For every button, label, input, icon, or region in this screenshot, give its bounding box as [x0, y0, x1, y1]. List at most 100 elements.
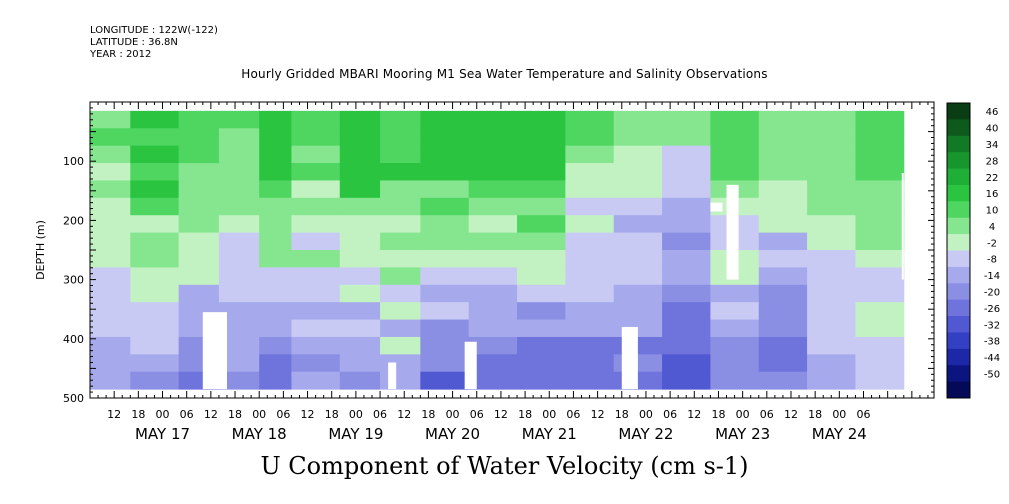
data-cell: [565, 128, 615, 147]
data-cell: [90, 180, 131, 199]
data-cell: [380, 284, 421, 303]
data-cell: [807, 110, 856, 129]
data-cell: [259, 180, 292, 199]
data-cell: [130, 267, 180, 286]
data-cell: [420, 336, 470, 355]
data-cell: [565, 354, 615, 373]
chart-title: Hourly Gridded MBARI Mooring M1 Sea Wate…: [241, 67, 768, 81]
colorbar-label: -2: [987, 238, 997, 249]
data-cell: [90, 354, 131, 373]
data-cell: [420, 145, 470, 164]
data-cell: [218, 267, 260, 286]
data-cell: [178, 197, 220, 216]
data-cell: [710, 336, 760, 355]
data-cell: [291, 180, 341, 199]
data-cell: [291, 302, 341, 321]
colorbar-swatch: [947, 184, 970, 202]
data-cell: [218, 336, 260, 355]
data-cell: [90, 302, 131, 321]
data-cell: [613, 302, 663, 321]
data-cell: [380, 163, 421, 181]
data-cell: [807, 371, 856, 390]
colorbar-swatch: [947, 283, 970, 301]
data-cell: [90, 250, 131, 268]
data-cell: [218, 163, 260, 181]
data-cell: [710, 319, 760, 338]
colorbar-label: -20: [984, 287, 1000, 298]
data-cell: [339, 336, 381, 355]
missing-data: [202, 312, 227, 390]
data-cell: [291, 232, 341, 251]
y-tick-label: 300: [63, 274, 84, 287]
data-cell: [420, 197, 470, 216]
data-cell: [259, 128, 292, 147]
data-cell: [710, 284, 760, 303]
data-cell: [517, 163, 566, 181]
data-cell: [710, 110, 760, 129]
data-cell: [130, 250, 180, 268]
data-cell: [380, 302, 421, 321]
data-column: [90, 110, 131, 390]
colorbar-label: -14: [984, 271, 1000, 282]
data-cell: [565, 145, 615, 164]
latitude-label: LATITUDE : 36.8N: [90, 37, 178, 48]
data-cell: [710, 145, 760, 164]
date-label: MAY 19: [328, 425, 383, 443]
colorbar-label: 4: [989, 222, 995, 233]
data-cell: [130, 302, 180, 321]
data-cell: [468, 354, 518, 373]
data-cell: [259, 145, 292, 164]
data-cell: [855, 319, 905, 338]
data-cell: [517, 284, 566, 303]
data-column: [807, 110, 856, 390]
data-cell: [420, 319, 470, 338]
colorbar-swatch: [947, 217, 970, 235]
data-cell: [291, 267, 341, 286]
data-cell: [468, 232, 518, 251]
data-cell: [710, 302, 760, 321]
data-cell: [420, 110, 470, 129]
data-cell: [662, 267, 711, 286]
data-cell: [565, 215, 615, 234]
data-cell: [517, 128, 566, 147]
data-cell: [178, 232, 220, 251]
data-cell: [339, 180, 381, 199]
data-cell: [758, 145, 808, 164]
data-cell: [291, 284, 341, 303]
data-cell: [613, 128, 663, 147]
data-cell: [259, 284, 292, 303]
x-tick-label: 12: [784, 408, 798, 421]
data-column: [758, 110, 808, 390]
data-cell: [178, 284, 220, 303]
data-cell: [662, 110, 711, 129]
y-tick-label: 100: [63, 155, 84, 168]
x-tick-label: 18: [711, 408, 725, 421]
data-cell: [339, 319, 381, 338]
data-cell: [90, 267, 131, 286]
data-cell: [291, 215, 341, 234]
data-cell: [218, 284, 260, 303]
data-column: [218, 110, 260, 390]
data-column: [613, 110, 663, 390]
data-cell: [517, 145, 566, 164]
data-cell: [613, 250, 663, 268]
x-tick-label: 00: [252, 408, 266, 421]
x-tick-label: 12: [494, 408, 508, 421]
data-cell: [613, 371, 663, 390]
data-cell: [613, 215, 663, 234]
data-field: [90, 110, 905, 390]
data-cell: [420, 232, 470, 251]
data-cell: [613, 197, 663, 216]
colorbar-swatch: [947, 135, 970, 153]
data-cell: [130, 232, 180, 251]
data-cell: [339, 354, 381, 373]
data-cell: [90, 284, 131, 303]
data-column: [565, 110, 615, 390]
data-cell: [420, 371, 470, 390]
data-cell: [380, 371, 421, 390]
data-cell: [420, 250, 470, 268]
data-cell: [178, 267, 220, 286]
colorbar-swatch: [947, 103, 970, 120]
data-cell: [565, 250, 615, 268]
